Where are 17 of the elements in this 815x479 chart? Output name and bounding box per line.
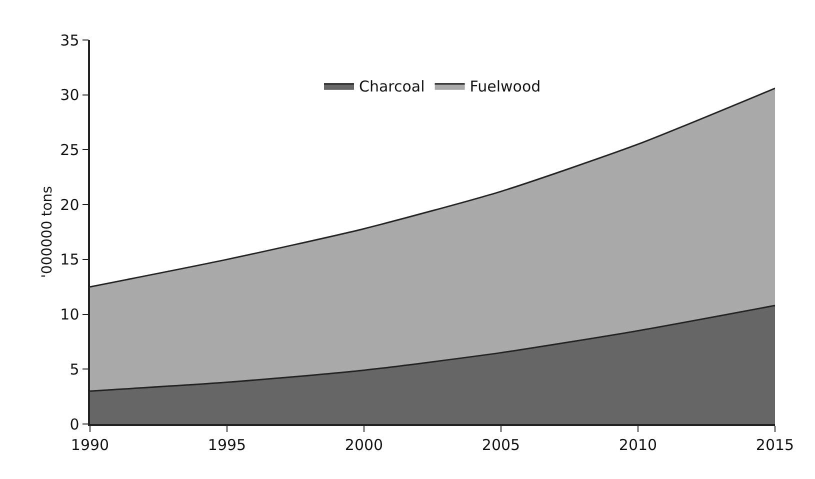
- legend-label: Fuelwood: [470, 78, 541, 96]
- y-tick-label: 25: [60, 140, 80, 159]
- x-tick-label: 1995: [208, 436, 246, 454]
- x-tick-label: 1990: [70, 436, 110, 454]
- y-tick-label: 5: [70, 360, 80, 378]
- y-tick-label: 20: [60, 196, 80, 214]
- x-tick-label: 2010: [618, 436, 658, 454]
- y-axis-title: '000000 tons: [40, 186, 56, 278]
- y-tick-label: 15: [60, 250, 80, 269]
- y-tick-label: 10: [60, 306, 80, 324]
- legend-label: Charcoal: [359, 78, 425, 96]
- y-tick-label: 35: [60, 31, 80, 50]
- y-tick-label: 30: [60, 86, 80, 104]
- x-tick-label: 2000: [344, 436, 384, 454]
- y-tick-label: 0: [70, 415, 80, 434]
- x-tick-label: 2015: [756, 436, 794, 454]
- x-tick-label: 2005: [482, 436, 520, 454]
